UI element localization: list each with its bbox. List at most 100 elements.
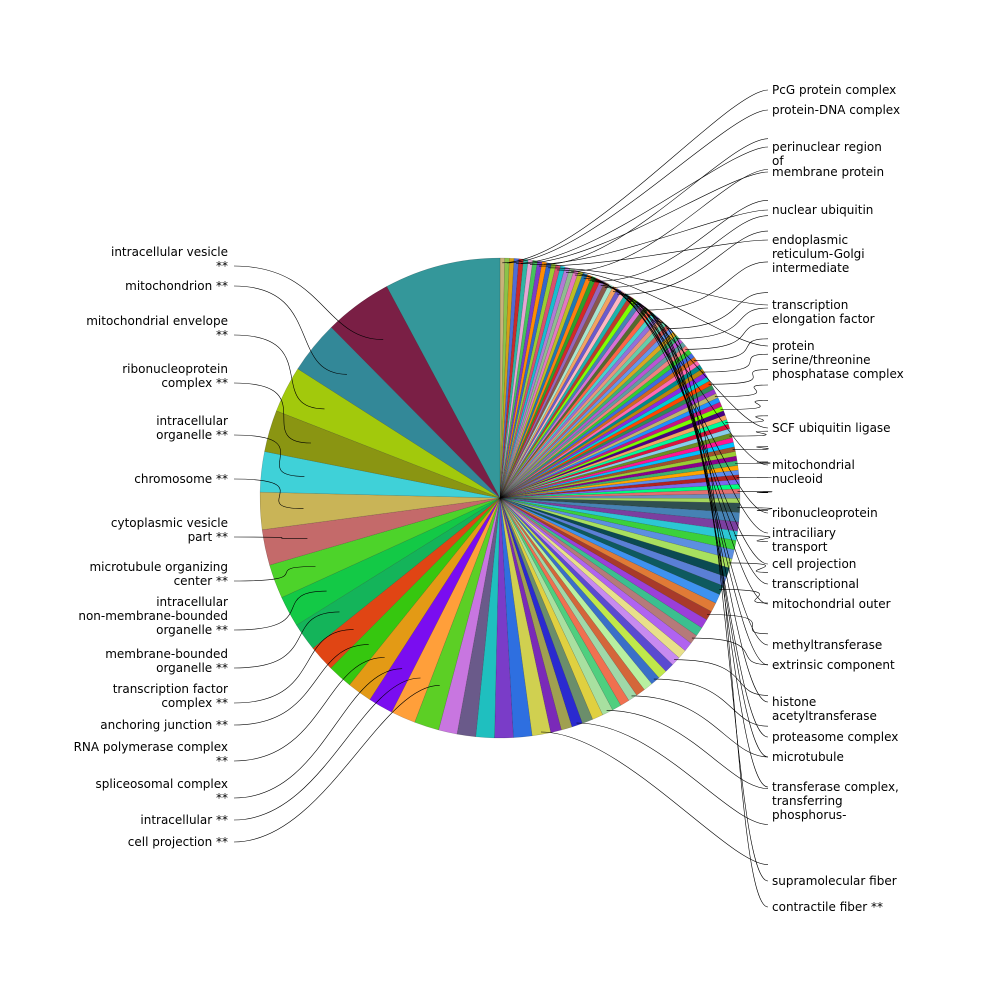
pie-slice bbox=[369, 497, 501, 713]
leader-line bbox=[571, 169, 769, 272]
leader-line bbox=[233, 629, 354, 704]
leader-line bbox=[647, 314, 769, 882]
slice-label: contractile fiber ** bbox=[772, 900, 883, 914]
pie-slice bbox=[499, 293, 630, 499]
leader-lines bbox=[233, 89, 773, 908]
slice-label: supramolecular fiber bbox=[772, 874, 897, 888]
pie-slice bbox=[499, 309, 653, 499]
slice-label: mitochondrial nucleoid bbox=[772, 458, 855, 486]
pie-slice bbox=[269, 497, 501, 598]
leader-line bbox=[600, 285, 769, 585]
pie-slice bbox=[499, 401, 723, 499]
slice-label: ribonucleoprotein complex ** bbox=[122, 362, 228, 390]
pie-slice bbox=[499, 423, 731, 499]
slice-label: RNA polymerase complex ** bbox=[74, 740, 228, 768]
leader-line bbox=[645, 261, 769, 311]
pie-slice bbox=[499, 283, 614, 499]
pie-slice bbox=[499, 349, 692, 499]
pie-slice bbox=[259, 491, 501, 531]
leader-line bbox=[714, 384, 769, 397]
pie-slice bbox=[499, 345, 689, 499]
pie-slice bbox=[499, 432, 733, 499]
pie-slice bbox=[499, 388, 717, 499]
slice-label: chromosome ** bbox=[134, 472, 228, 486]
leader-line bbox=[701, 353, 769, 373]
slice-labels: intracellular vesicle ** mitochondrion ** m… bbox=[74, 83, 904, 914]
pie-slice bbox=[499, 497, 735, 560]
leader-line bbox=[233, 434, 305, 477]
slice-label: transcriptional bbox=[772, 577, 859, 591]
slice-label: mitochondrial outer bbox=[772, 597, 891, 611]
leader-line bbox=[557, 269, 769, 347]
pie-slice bbox=[456, 497, 501, 738]
leader-line bbox=[233, 644, 369, 726]
leader-line bbox=[732, 446, 769, 450]
leader-line bbox=[233, 657, 385, 762]
pie-slice bbox=[499, 497, 692, 652]
slice-label: intracellular vesicle ** bbox=[111, 245, 228, 273]
leader-line bbox=[544, 138, 769, 265]
pie-slice bbox=[499, 497, 653, 691]
leader-line bbox=[616, 293, 769, 666]
leader-line bbox=[707, 614, 769, 635]
leader-line bbox=[604, 287, 769, 605]
pie-slice bbox=[499, 393, 719, 499]
pie-slice bbox=[499, 258, 520, 499]
pie-slice bbox=[499, 288, 622, 499]
slice-label: proteasome complex bbox=[772, 730, 898, 744]
pie-slice bbox=[499, 497, 533, 738]
pie-slice bbox=[499, 257, 510, 499]
slice-label: protein-DNA complex bbox=[772, 103, 900, 117]
leader-line bbox=[233, 611, 340, 669]
pie-slice bbox=[499, 497, 737, 551]
leader-line bbox=[520, 171, 769, 264]
pie-slice bbox=[312, 497, 501, 669]
pie-slice bbox=[499, 469, 740, 499]
leader-line bbox=[233, 334, 325, 410]
pie-slice bbox=[499, 428, 732, 499]
pie-slice bbox=[494, 497, 514, 739]
leader-line bbox=[612, 291, 769, 646]
pie-slice bbox=[499, 497, 645, 696]
slice-label: methyltransferase bbox=[772, 638, 882, 652]
slice-label: intracellular organelle ** bbox=[156, 414, 228, 442]
pie-slice bbox=[259, 451, 501, 499]
pie-slice bbox=[499, 368, 706, 499]
pie-slice bbox=[297, 326, 501, 499]
leader-line bbox=[666, 292, 769, 329]
leader-line bbox=[539, 239, 769, 267]
pie-slice bbox=[499, 414, 728, 499]
slice-label: anchoring junction ** bbox=[100, 718, 228, 732]
leader-line bbox=[725, 415, 769, 423]
pie-slice bbox=[499, 497, 613, 716]
pie-slice bbox=[499, 384, 715, 499]
pie-slice bbox=[499, 257, 515, 499]
leader-line bbox=[729, 430, 769, 437]
pie-slice bbox=[499, 497, 724, 595]
pie-slice bbox=[499, 497, 738, 541]
leader-line bbox=[653, 678, 769, 727]
leader-line bbox=[691, 637, 769, 665]
pie-slice bbox=[499, 298, 638, 499]
pie-slice bbox=[499, 460, 739, 499]
leader-line bbox=[674, 659, 769, 696]
leader-line bbox=[720, 400, 769, 410]
pie-slice bbox=[499, 406, 724, 499]
pie-slice bbox=[499, 397, 721, 499]
pie-slice bbox=[499, 364, 703, 499]
pie-slice bbox=[499, 312, 657, 499]
pie-slice bbox=[499, 352, 695, 499]
pie-slice bbox=[499, 497, 630, 706]
leader-line bbox=[548, 267, 769, 306]
pie-slice bbox=[499, 497, 708, 629]
pie-slice bbox=[499, 419, 729, 499]
slice-label: protein serine/threonine phosphatase compl… bbox=[772, 339, 904, 381]
leader-line bbox=[506, 109, 769, 264]
pie-slice bbox=[499, 497, 717, 612]
pie-slice bbox=[438, 497, 501, 735]
pie-slice bbox=[499, 446, 736, 499]
pie-slice bbox=[499, 290, 626, 499]
leader-line bbox=[624, 298, 769, 703]
leader-line bbox=[708, 369, 769, 385]
leader-line bbox=[233, 265, 384, 340]
